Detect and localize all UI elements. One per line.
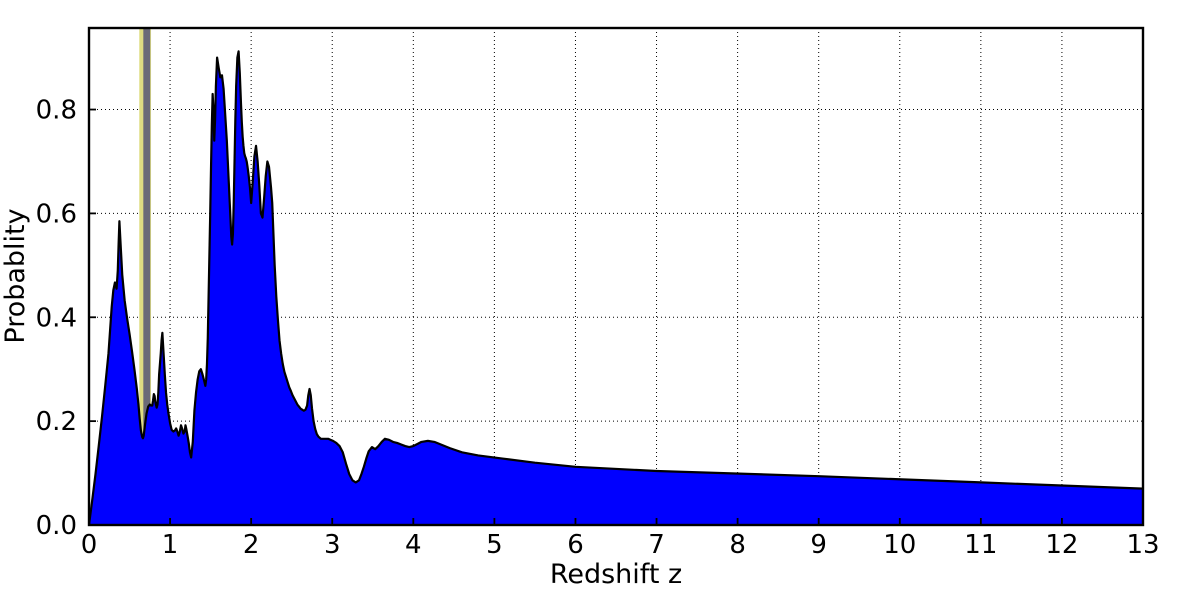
annotation-bands xyxy=(139,28,152,525)
y-tick-label: 0.8 xyxy=(36,96,77,126)
gray-band xyxy=(143,28,151,525)
x-tick-label: 0 xyxy=(81,530,98,560)
x-tick-label: 6 xyxy=(567,530,584,560)
x-tick-label: 5 xyxy=(486,530,503,560)
x-tick-label: 1 xyxy=(162,530,179,560)
x-tick-label: 2 xyxy=(243,530,260,560)
y-tick-label: 0.0 xyxy=(36,511,77,541)
x-tick-label: 3 xyxy=(324,530,341,560)
x-tick-label: 4 xyxy=(405,530,422,560)
x-tick-label: 13 xyxy=(1126,530,1159,560)
y-tick-label: 0.4 xyxy=(36,303,77,333)
x-tick-label: 9 xyxy=(810,530,827,560)
probability-area-fill xyxy=(89,51,1143,525)
probability-curve-line xyxy=(89,50,1143,525)
x-tick-label: 10 xyxy=(883,530,916,560)
plot-border xyxy=(87,26,1145,527)
x-tick-label: 8 xyxy=(729,530,746,560)
x-tick-label: 7 xyxy=(648,530,665,560)
y-axis-title: Probablity xyxy=(0,208,31,343)
y-axis-ticks: 0.0 0.2 0.4 0.6 0.8 xyxy=(36,96,96,541)
x-axis-ticks: 0 1 2 3 4 5 6 7 8 9 10 11 12 13 xyxy=(81,518,1160,560)
y-tick-label: 0.6 xyxy=(36,199,77,229)
y-tick-label: 0.2 xyxy=(36,407,77,437)
x-axis-title: Redshift z xyxy=(550,559,682,590)
x-tick-label: 12 xyxy=(1045,530,1078,560)
x-tick-label: 11 xyxy=(964,530,997,560)
data-series-group xyxy=(89,50,1143,525)
